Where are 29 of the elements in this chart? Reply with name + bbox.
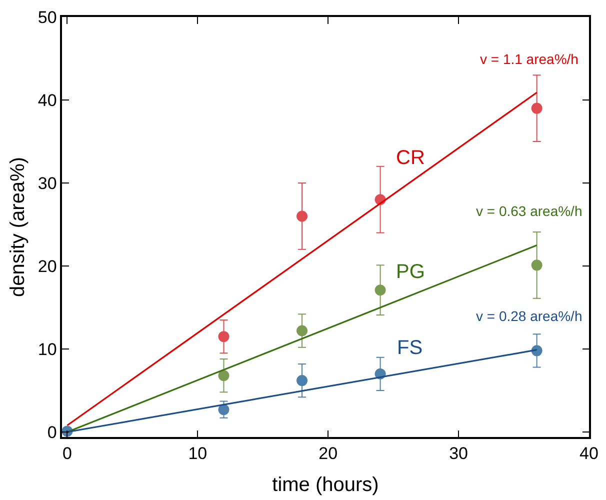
x-tick-label: 0 xyxy=(62,444,72,464)
x-tick-label: 40 xyxy=(580,444,598,464)
annotation: v = 0.63 area%/h xyxy=(476,203,582,219)
x-tick-label: 30 xyxy=(449,444,468,464)
annotation: CR xyxy=(396,147,425,169)
x-tick-label: 10 xyxy=(188,444,208,464)
point xyxy=(531,260,542,271)
point xyxy=(296,210,308,222)
annotation: FS xyxy=(397,337,423,359)
y-tick-label: 50 xyxy=(38,8,57,27)
point xyxy=(296,375,308,386)
y-tick-label: 40 xyxy=(38,90,57,110)
point xyxy=(218,331,230,342)
annotation: v = 1.1 area%/h xyxy=(480,51,578,67)
y-tick-label: 20 xyxy=(38,256,57,276)
point xyxy=(531,102,542,114)
point xyxy=(218,370,230,382)
annotation: v = 0.28 area%/h xyxy=(476,308,582,324)
annotation: PG xyxy=(396,261,425,283)
point xyxy=(296,325,308,336)
point xyxy=(531,345,542,356)
y-tick-label: 0 xyxy=(47,422,57,442)
y-tick-label: 10 xyxy=(38,340,57,359)
y-axis-title: density (area%) xyxy=(6,156,29,298)
y-tick-label: 30 xyxy=(38,174,57,193)
x-tick-label: 20 xyxy=(318,444,338,464)
point xyxy=(218,404,230,416)
x-axis-title: time (hours) xyxy=(272,474,379,496)
point xyxy=(374,284,386,296)
